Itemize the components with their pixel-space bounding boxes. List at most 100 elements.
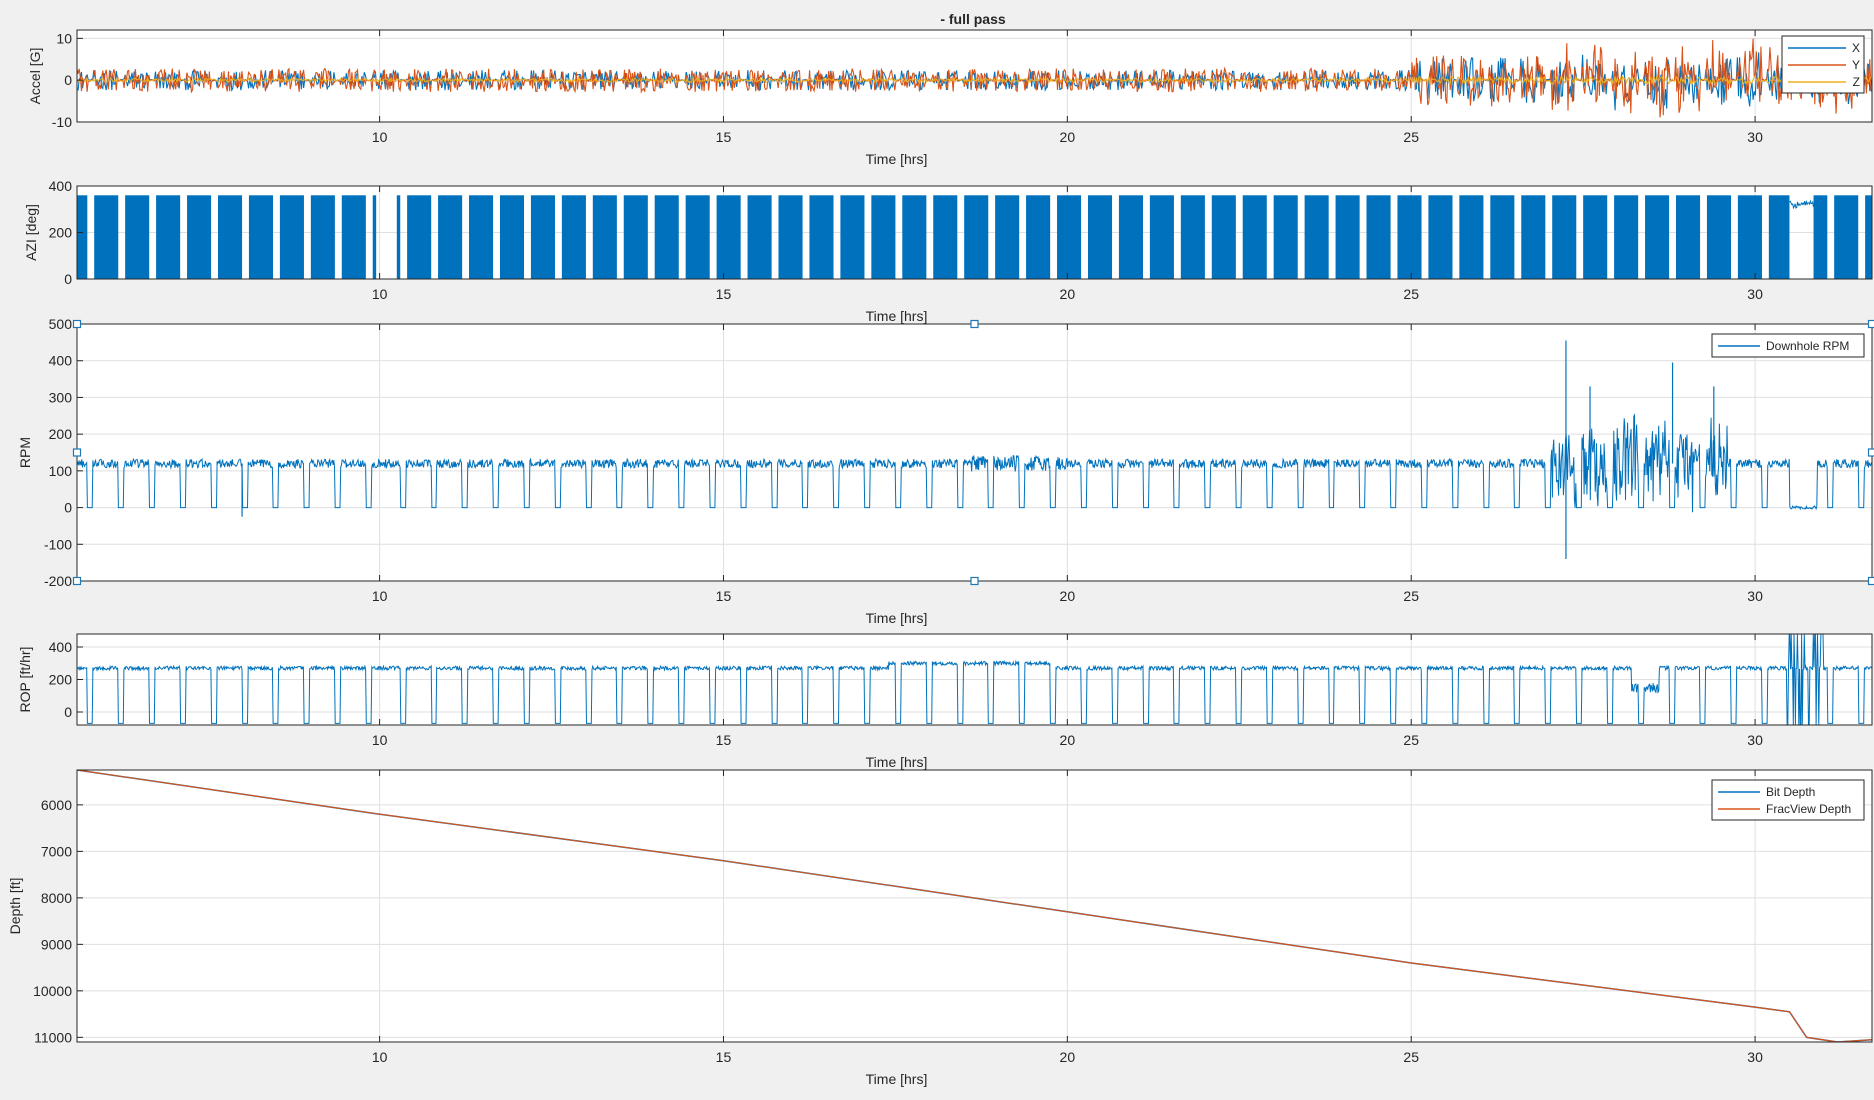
rpm-selection-handle[interactable] (74, 321, 81, 328)
rpm-ytick-label: -200 (44, 573, 72, 589)
accel-xtick-label: 25 (1403, 129, 1419, 145)
azi-band (373, 195, 376, 279)
azi-xtick-label: 25 (1403, 286, 1419, 302)
azi-band (438, 195, 462, 279)
accel-legend-entry: Z (1853, 75, 1860, 89)
azi-band (156, 195, 180, 279)
azi-ytick-label: 200 (49, 225, 73, 241)
rpm-ylabel: RPM (17, 437, 33, 468)
accel-ytick-label: 0 (64, 72, 72, 88)
azi-band (1212, 195, 1236, 279)
azi-band (933, 195, 957, 279)
rpm-selection-handle[interactable] (74, 449, 81, 456)
rpm-ytick-label: 400 (49, 353, 73, 369)
rop-ytick-label: 400 (49, 639, 73, 655)
depth-xtick-label: 30 (1747, 1049, 1763, 1065)
rop-ytick-label: 200 (49, 672, 73, 688)
azi-band (562, 195, 586, 279)
azi-band (1676, 195, 1700, 279)
depth-xlabel: Time [hrs] (866, 1071, 928, 1087)
rpm-selection-handle[interactable] (1869, 449, 1874, 456)
azi-band (1181, 195, 1205, 279)
rop-xlabel: Time [hrs] (866, 754, 928, 770)
azi-band (1814, 195, 1828, 279)
rpm-selection-handle[interactable] (971, 321, 978, 328)
azi-xtick-label: 20 (1060, 286, 1076, 302)
rpm-ytick-label: 100 (49, 463, 73, 479)
accel-xtick-label: 20 (1060, 129, 1076, 145)
rpm-plot-area (77, 324, 1872, 581)
depth-xtick-label: 10 (372, 1049, 388, 1065)
azi-band (94, 195, 118, 279)
azi-band (77, 195, 87, 279)
azi-band (1305, 195, 1329, 279)
rop-xtick-label: 30 (1747, 732, 1763, 748)
azi-xtick-label: 15 (716, 286, 732, 302)
azi-band (964, 195, 988, 279)
rpm-selection-handle[interactable] (1869, 321, 1874, 328)
azi-band (280, 195, 304, 279)
azi-band (1738, 195, 1762, 279)
azi-band (593, 195, 617, 279)
azi-band (1150, 195, 1174, 279)
azi-band (1057, 195, 1081, 279)
azi-band (531, 195, 555, 279)
azi-band (1834, 195, 1858, 279)
rpm-xlabel: Time [hrs] (866, 610, 928, 626)
depth-ytick-label: 7000 (41, 843, 72, 859)
azi-band (717, 195, 741, 279)
azi-band (1645, 195, 1669, 279)
azi-band (469, 195, 493, 279)
rpm-selection-handle[interactable] (1869, 578, 1874, 585)
azi-band (1336, 195, 1360, 279)
azi-band (1367, 195, 1391, 279)
azi-band (397, 195, 400, 279)
azi-ytick-label: 400 (49, 178, 73, 194)
rpm-xtick-label: 30 (1747, 588, 1763, 604)
depth-xtick-label: 20 (1060, 1049, 1076, 1065)
rpm-ytick-label: -100 (44, 536, 72, 552)
azi-band (407, 195, 431, 279)
azi-band (500, 195, 524, 279)
azi-band (778, 195, 802, 279)
rpm-selection-handle[interactable] (971, 578, 978, 585)
azi-band (902, 195, 926, 279)
accel-ytick-label: 10 (56, 30, 72, 46)
azi-band (218, 195, 242, 279)
azi-ytick-label: 0 (64, 271, 72, 287)
azi-band (1274, 195, 1298, 279)
depth-ytick-label: 9000 (41, 936, 72, 952)
rpm-ytick-label: 300 (49, 389, 73, 405)
azi-band (1119, 195, 1143, 279)
rpm-legend[interactable]: Downhole RPM (1712, 334, 1864, 357)
rpm-xtick-label: 25 (1403, 588, 1419, 604)
azi-band (624, 195, 648, 279)
azi-band (840, 195, 864, 279)
accel-ylabel: Accel [G] (27, 48, 43, 105)
rpm-selection-handle[interactable] (74, 578, 81, 585)
depth-ytick-label: 6000 (41, 797, 72, 813)
azi-band (125, 195, 149, 279)
accel-ytick-label: -10 (52, 114, 72, 130)
depth-ytick-label: 8000 (41, 890, 72, 906)
azi-band (655, 195, 679, 279)
azi-band (1490, 195, 1514, 279)
figure-title: - full pass (940, 11, 1006, 27)
azi-band (748, 195, 772, 279)
accel-legend[interactable]: XYZ (1782, 36, 1864, 93)
depth-plot-area (77, 770, 1872, 1042)
azi-band (686, 195, 710, 279)
azi-ylabel: AZI [deg] (23, 204, 39, 261)
azi-band (1243, 195, 1267, 279)
azi-xtick-label: 10 (372, 286, 388, 302)
depth-ytick-label: 10000 (33, 983, 72, 999)
rpm-ytick-label: 500 (49, 316, 73, 332)
depth-xtick-label: 15 (716, 1049, 732, 1065)
